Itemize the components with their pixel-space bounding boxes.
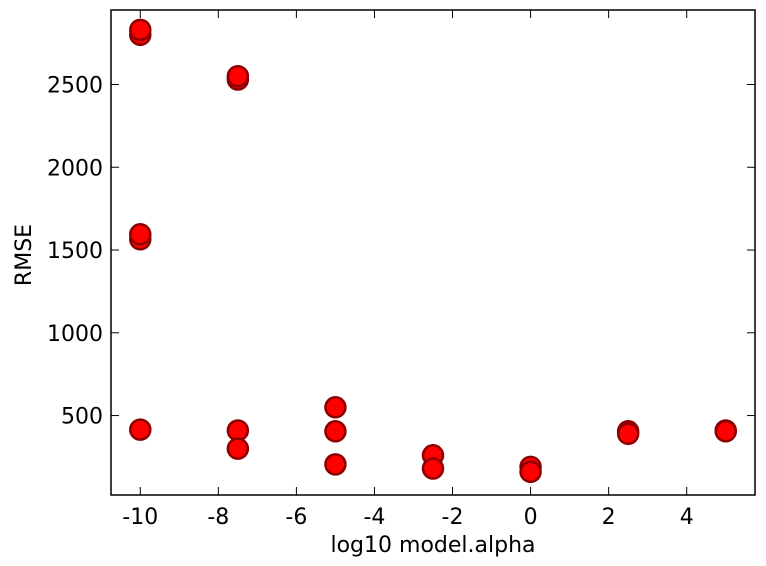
scatter-point [519, 460, 542, 484]
scatter-point [714, 420, 737, 443]
x-tick-label: 2 [602, 505, 616, 530]
y-tick-label: 1500 [47, 239, 103, 264]
plot-frame [110, 9, 756, 496]
axis-ticks [111, 10, 755, 495]
x-tick-label: 4 [680, 505, 694, 530]
x-tick-label: -2 [442, 505, 464, 530]
y-tick-label: 2000 [47, 156, 103, 181]
y-tick-label: 2500 [47, 73, 103, 98]
scatter-point [226, 64, 250, 88]
scatter-point [226, 437, 250, 460]
scatter-point [324, 396, 347, 419]
scatter-point [129, 418, 152, 441]
x-tick-label: -4 [363, 505, 385, 530]
scatter-point [129, 18, 152, 42]
y-tick-label: 500 [61, 405, 103, 430]
x-axis-label: log10 model.alpha [330, 533, 535, 558]
x-tick-label: 0 [524, 505, 538, 530]
y-axis-label: RMSE [12, 224, 37, 286]
x-tick-label: -6 [285, 505, 307, 530]
x-tick-label: -8 [207, 505, 229, 530]
x-tick-label: -10 [122, 505, 158, 530]
y-tick-label: 1000 [47, 322, 103, 347]
scatter-point [616, 422, 640, 446]
y-tick-labels: 500 1000 1500 2000 2500 [47, 73, 103, 429]
scatter-point [324, 453, 347, 476]
scatter-point [129, 223, 152, 246]
data-points [129, 18, 737, 484]
scatter-point [324, 420, 347, 443]
x-tick-labels: -10 -8 -6 -4 -2 0 2 4 [122, 505, 693, 530]
scatter-point [421, 457, 445, 480]
